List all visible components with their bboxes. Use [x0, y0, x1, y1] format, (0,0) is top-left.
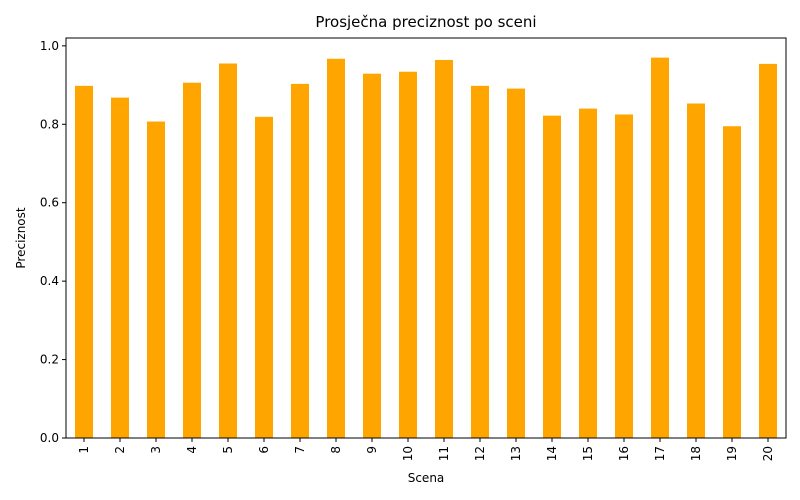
bar-scene-10 [399, 71, 417, 438]
x-tick-label: 3 [149, 446, 163, 454]
y-tick-label: 1.0 [40, 39, 59, 53]
x-tick-label: 2 [113, 446, 127, 454]
bar-scene-1 [75, 85, 93, 438]
y-tick-label: 0.2 [40, 353, 59, 367]
x-tick-label: 10 [401, 446, 415, 461]
x-tick-label: 7 [293, 446, 307, 454]
bar-scene-20 [759, 63, 777, 438]
bar-scene-15 [579, 108, 597, 439]
x-tick-label: 1 [77, 446, 91, 454]
bar-scene-18 [687, 103, 705, 438]
x-tick-label: 18 [689, 446, 703, 461]
y-axis-label: Preciznost [14, 207, 28, 269]
bar-scene-3 [147, 121, 165, 438]
chart-title: Prosječna preciznost po sceni [315, 13, 536, 31]
bar-scene-7 [291, 83, 309, 438]
bar-scene-5 [219, 63, 237, 438]
y-tick-label: 0.4 [40, 274, 59, 288]
plot-frame [65, 37, 787, 439]
bar-scene-12 [471, 85, 489, 438]
y-tick-label: 0.8 [40, 117, 59, 131]
x-tick-label: 11 [437, 446, 451, 461]
x-axis: 1 2 3 4 5 6 7 8 9 10 11 12 13 14 15 16 17 18 19 20 [77, 438, 775, 461]
bar-scene-2 [111, 97, 129, 438]
x-axis-label: Scena [408, 471, 445, 485]
x-tick-label: 4 [185, 446, 199, 454]
bar-scene-19 [723, 126, 741, 438]
x-tick-label: 20 [761, 446, 775, 461]
bar-scene-8 [327, 58, 345, 439]
bar-scene-11 [435, 59, 453, 438]
x-tick-label: 5 [221, 446, 235, 454]
y-tick-label: 0.6 [40, 196, 59, 210]
bar-scene-6 [255, 116, 273, 438]
bar-scene-14 [543, 115, 561, 438]
x-tick-label: 15 [581, 446, 595, 461]
bar-scene-4 [183, 82, 201, 439]
y-axis: 0.0 0.2 0.4 0.6 0.8 1.0 [40, 39, 66, 445]
bar-scene-16 [615, 114, 633, 439]
x-tick-label: 16 [617, 446, 631, 461]
x-tick-label: 9 [365, 446, 379, 454]
x-tick-label: 14 [545, 446, 559, 461]
bars-group [75, 57, 777, 439]
x-tick-label: 12 [473, 446, 487, 461]
x-tick-label: 8 [329, 446, 343, 454]
y-tick-label: 0.0 [40, 431, 59, 445]
bar-scene-13 [507, 88, 525, 439]
x-tick-label: 17 [653, 446, 667, 461]
x-tick-label: 6 [257, 446, 271, 454]
x-tick-label: 13 [509, 446, 523, 461]
bar-scene-17 [651, 57, 669, 438]
x-tick-label: 19 [725, 446, 739, 461]
bar-scene-9 [363, 73, 381, 438]
